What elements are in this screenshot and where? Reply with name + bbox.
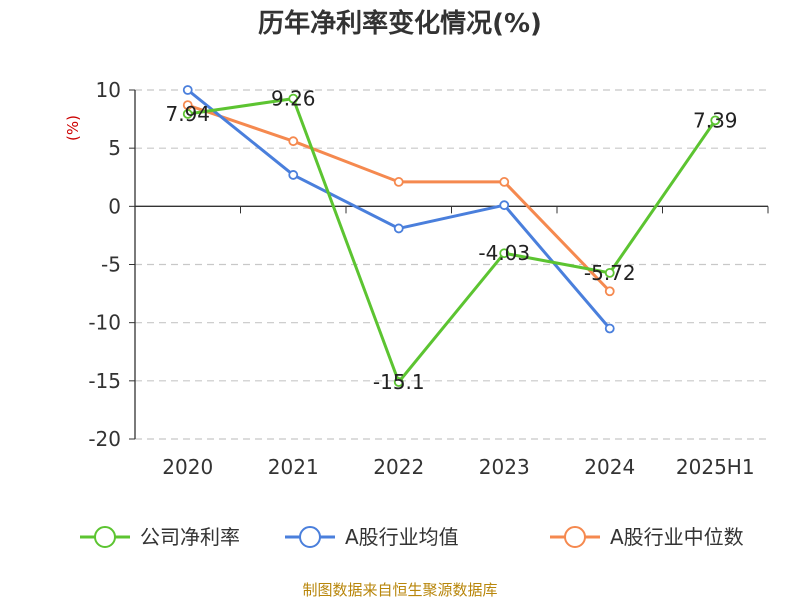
- x-tick-label: 2025H1: [676, 455, 755, 479]
- series-point-1: [499, 200, 510, 211]
- data-label: -15.1: [373, 370, 425, 394]
- data-label: 7.94: [165, 102, 210, 126]
- series-point-1: [604, 323, 615, 334]
- legend-label: 公司净利率: [140, 525, 240, 549]
- legend-item-2[interactable]: A股行业中位数: [550, 525, 744, 549]
- axes: 10 5 0 -5 -10 -15 -20 2020 2021 2022 2023 2024 2025H…: [88, 78, 769, 479]
- data-labels: 7.94 9.26 -15.1 -4.03 -5.72 7.39: [165, 87, 737, 394]
- series-point-0: [288, 93, 299, 104]
- grid: [135, 89, 768, 440]
- y-tick-label: -5: [101, 253, 121, 277]
- series-point-1: [182, 85, 193, 95]
- series-point-0: [604, 267, 615, 278]
- series-point-1: [288, 170, 299, 180]
- series-lines: [182, 85, 721, 387]
- series-line-0: [187, 97, 717, 384]
- legend-item-1[interactable]: A股行业均值: [285, 525, 459, 549]
- y-tick-label: -10: [88, 311, 121, 335]
- series-line-2: [187, 103, 611, 293]
- data-label: -4.03: [478, 241, 530, 265]
- data-label: 9.26: [271, 87, 316, 111]
- legend-label: A股行业均值: [345, 525, 459, 549]
- y-tick-label: -15: [88, 369, 121, 393]
- x-tick-label: 2023: [479, 455, 530, 479]
- series-point-0: [182, 109, 193, 119]
- x-tick-label: 2020: [162, 455, 213, 479]
- series-point-0: [499, 248, 510, 259]
- legend[interactable]: 公司净利率 A股行业均值 A股行业中位数: [80, 525, 744, 549]
- series-point-2: [393, 177, 404, 187]
- x-tick-label: 2022: [373, 455, 424, 479]
- series-point-0: [393, 377, 404, 387]
- series-point-2: [288, 136, 299, 147]
- x-tick-label: 2021: [268, 455, 319, 479]
- series-point-0: [710, 115, 721, 126]
- series-point-1: [393, 223, 404, 234]
- y-tick-label: 0: [108, 194, 121, 218]
- series-point-2: [604, 286, 615, 297]
- chart-title: 历年净利率变化情况(%): [258, 8, 542, 39]
- legend-marker: [564, 526, 586, 548]
- x-tick-label: 2024: [584, 455, 635, 479]
- legend-marker: [94, 526, 116, 548]
- legend-marker: [299, 526, 321, 548]
- series-point-2: [499, 177, 510, 187]
- y-axis-label: (%): [64, 115, 82, 141]
- legend-label: A股行业中位数: [610, 525, 744, 549]
- data-label: 7.39: [693, 108, 738, 132]
- source-note: 制图数据来自恒生聚源数据库: [302, 581, 497, 599]
- data-label: -5.72: [584, 261, 636, 285]
- y-tick-label: -20: [88, 427, 121, 451]
- y-tick-label: 10: [96, 78, 121, 102]
- y-tick-label: 5: [108, 136, 121, 160]
- legend-item-0[interactable]: 公司净利率: [80, 525, 240, 549]
